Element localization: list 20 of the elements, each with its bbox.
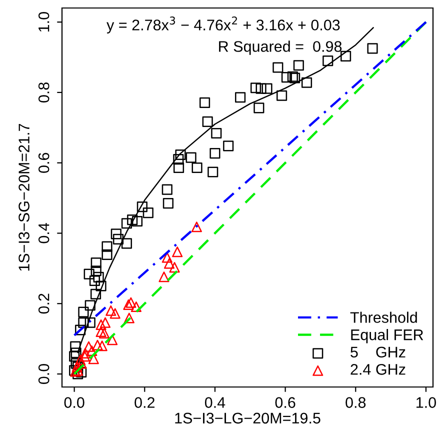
x-tick-label: 0.8: [346, 397, 366, 408]
y-tick-label: 0.4: [38, 223, 50, 244]
x-tick-label: 1.0: [416, 397, 436, 408]
annotation: R Squared = 0.98: [219, 40, 342, 55]
legend-label: 5 GHz: [350, 346, 406, 358]
x-tick-label: 0.6: [275, 397, 296, 408]
legend-label: 2.4 GHz: [350, 364, 406, 375]
annotation: y = 2.78x$^{3}$ − 4.76x$^{2}$ + 3.16x + 0.03: [106, 16, 340, 34]
y-tick-label: 0.8: [38, 82, 50, 102]
y-tick-label: 0.0: [38, 364, 50, 384]
legend-label: Equal FER: [351, 328, 424, 344]
x-tick-label: 0.4: [204, 397, 226, 408]
y-tick-label: 0.6: [38, 152, 50, 173]
y-tick-label: 1.0: [38, 12, 50, 32]
x-tick-label: 0.0: [64, 397, 84, 408]
x-axis-title: 1S−I3−LG−20M=19.5: [175, 412, 320, 424]
y-axis-title: 1S−I3−SG−20M=21.7: [18, 124, 30, 271]
legend-label: Threshold: [350, 312, 417, 323]
y-tick-label: 0.2: [38, 294, 50, 314]
x-tick-label: 0.2: [134, 397, 154, 408]
